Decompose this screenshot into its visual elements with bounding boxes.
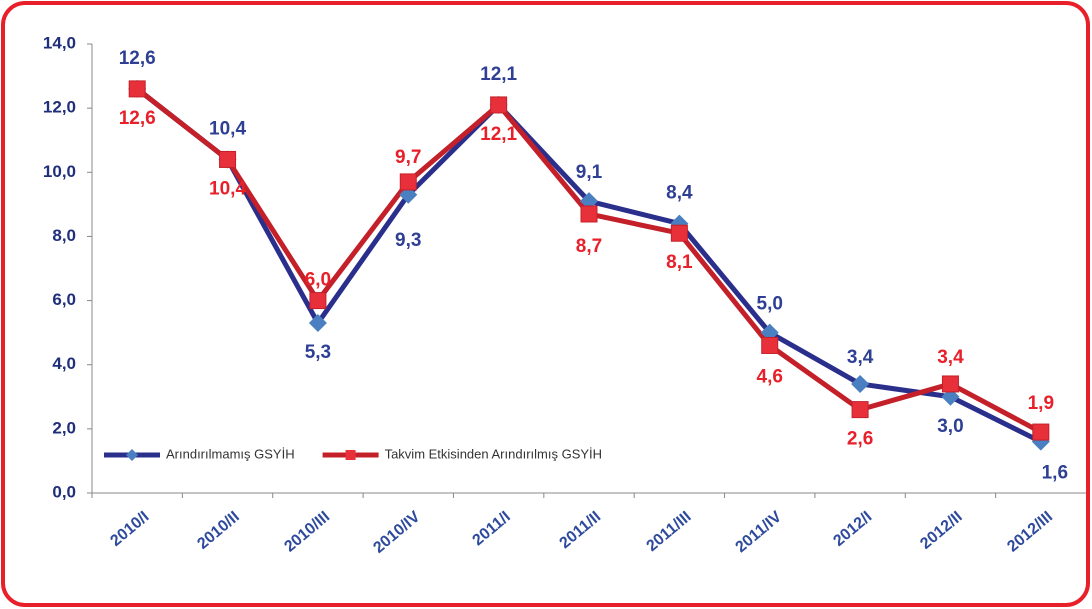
data-label: 12,1 (480, 64, 517, 85)
legend-marker (126, 449, 138, 461)
y-tick-label: 14,0 (43, 33, 76, 52)
marker (851, 374, 870, 393)
legend-item: Arındırılmamış GSYİH (104, 446, 295, 461)
data-label: 12,6 (119, 108, 156, 129)
data-label: 10,4 (209, 178, 246, 199)
data-label: 9,1 (576, 162, 603, 183)
data-label: 3,0 (937, 416, 963, 437)
marker (128, 80, 146, 98)
data-label: 6,0 (305, 270, 331, 291)
data-label: 4,6 (757, 366, 783, 387)
marker (490, 96, 508, 114)
data-label: 8,1 (666, 252, 693, 273)
legend-marker (345, 450, 356, 460)
data-label: 1,9 (1028, 393, 1054, 414)
marker (761, 336, 779, 354)
marker (308, 314, 327, 333)
legend-item: Takvim Etkisinden Arındırılmış GSYİH (322, 446, 602, 461)
y-tick-label: 8,0 (52, 226, 76, 245)
data-label: 12,6 (119, 48, 156, 69)
data-label: 10,4 (209, 118, 246, 139)
y-tick-label: 6,0 (52, 290, 76, 309)
data-label: 3,4 (847, 347, 874, 368)
data-label: 9,3 (395, 230, 421, 251)
data-label: 5,0 (757, 294, 783, 315)
data-label: 8,7 (576, 236, 602, 257)
data-label: 5,3 (305, 342, 331, 363)
marker (1032, 423, 1050, 441)
legend-label: Takvim Etkisinden Arındırılmış GSYİH (385, 446, 602, 461)
marker (941, 375, 959, 393)
legend-label: Arındırılmamış GSYİH (166, 446, 295, 461)
data-label: 8,4 (666, 183, 693, 204)
y-tick-label: 10,0 (43, 162, 76, 181)
data-label: 2,6 (847, 429, 873, 450)
marker (219, 150, 237, 168)
data-label: 1,6 (1042, 463, 1068, 484)
y-tick-label: 2,0 (52, 418, 76, 437)
y-tick-label: 0,0 (52, 482, 76, 501)
data-label: 9,7 (395, 147, 421, 168)
data-label: 12,1 (480, 124, 517, 145)
data-label: 3,4 (937, 347, 964, 368)
y-tick-label: 4,0 (52, 354, 76, 373)
marker (851, 401, 869, 419)
y-tick-label: 12,0 (43, 98, 76, 117)
marker (670, 224, 688, 242)
marker (309, 292, 327, 310)
marker (399, 173, 417, 191)
marker (580, 205, 598, 223)
